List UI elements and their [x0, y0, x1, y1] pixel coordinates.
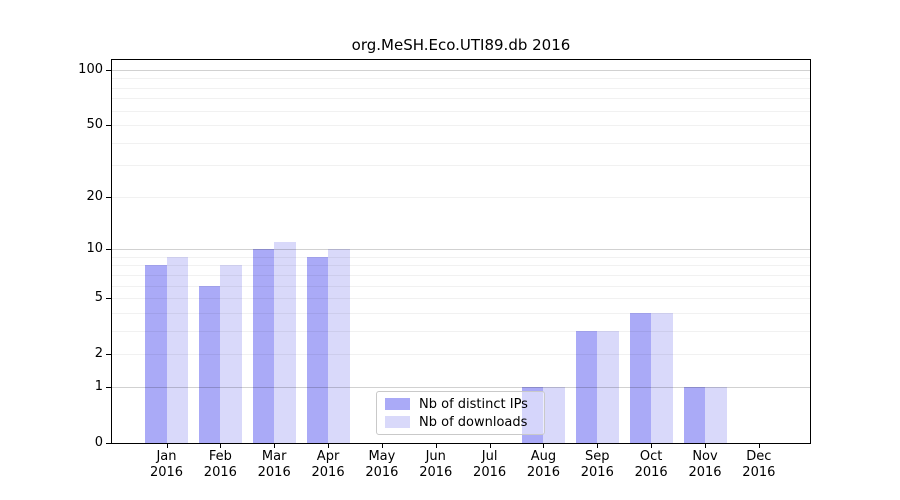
gridline-y-2 — [112, 354, 810, 356]
y-tick-mark-1 — [106, 386, 111, 388]
x-tick-mark-oct — [651, 444, 653, 448]
gridline-y-100 — [112, 70, 810, 71]
x-tick-mark-jul — [489, 444, 491, 448]
gridline-y-7 — [112, 274, 810, 276]
x-tick-label-jul: Jul 2016 — [473, 449, 507, 480]
legend-item-downloads: Nb of downloads — [385, 415, 536, 430]
y-tick-label-50: 50 — [86, 117, 103, 133]
gridline-y-70 — [112, 98, 810, 100]
bar-jan-nb-of-distinct-ips — [145, 265, 167, 443]
y-tick-mark-100 — [106, 70, 111, 71]
gridline-y-50 — [112, 125, 810, 127]
bar-jan-nb-of-downloads — [166, 256, 188, 443]
y-tick-mark-10 — [106, 249, 111, 251]
gridline-y-1 — [112, 386, 810, 388]
x-tick-label-may: May 2016 — [365, 449, 399, 480]
x-tick-mark-aug — [543, 444, 545, 448]
bar-oct-nb-of-downloads — [651, 312, 673, 443]
x-tick-label-oct: Oct 2016 — [634, 449, 668, 480]
x-tick-mark-dec — [758, 444, 760, 448]
bar-nov-nb-of-downloads — [705, 386, 727, 443]
bar-feb-nb-of-downloads — [220, 265, 242, 443]
bar-nov-nb-of-distinct-ips — [683, 386, 705, 443]
bar-sep-nb-of-distinct-ips — [575, 330, 598, 443]
x-tick-label-jan: Jan 2016 — [149, 449, 184, 480]
x-tick-label-apr: Apr 2016 — [311, 449, 345, 480]
x-tick-label-mar: Mar 2016 — [257, 449, 291, 480]
legend: Nb of distinct IPs Nb of downloads — [376, 391, 545, 435]
gridline-y-6 — [112, 285, 810, 287]
legend-swatch-downloads — [385, 416, 410, 428]
gridline-y-30 — [112, 165, 810, 167]
legend-item-distinct-ips: Nb of distinct IPs — [385, 397, 536, 412]
gridline-y-60 — [112, 110, 810, 112]
x-tick-label-nov: Nov 2016 — [688, 449, 722, 480]
legend-swatch-distinct-ips — [385, 398, 410, 410]
y-tick-label-2: 2 — [94, 346, 103, 362]
chart-title: org.MeSH.Eco.UTI89.db 2016 — [351, 36, 571, 54]
legend-label-distinct-ips: Nb of distinct IPs — [419, 396, 528, 412]
y-tick-mark-0 — [106, 443, 111, 444]
y-tick-label-20: 20 — [86, 188, 103, 204]
gridline-y-3 — [112, 330, 810, 332]
x-tick-label-jun: Jun 2016 — [419, 449, 453, 480]
x-tick-label-aug: Aug 2016 — [526, 449, 560, 480]
bar-mar-nb-of-downloads — [274, 242, 296, 443]
bar-sep-nb-of-downloads — [597, 330, 619, 443]
y-tick-label-5: 5 — [94, 290, 103, 306]
gridline-y-9 — [112, 256, 810, 258]
x-tick-label-sep: Sep 2016 — [580, 449, 614, 480]
bar-apr-nb-of-distinct-ips — [306, 256, 329, 443]
plot-area: Nb of distinct IPs Nb of downloads — [111, 59, 811, 444]
x-tick-mark-may — [381, 444, 383, 448]
x-tick-mark-jun — [435, 444, 437, 448]
bar-feb-nb-of-distinct-ips — [198, 285, 221, 443]
gridline-y-8 — [112, 265, 810, 267]
x-tick-label-feb: Feb 2016 — [203, 449, 237, 480]
gridline-y-10 — [112, 249, 810, 251]
x-tick-mark-nov — [705, 444, 706, 448]
x-tick-mark-apr — [328, 444, 330, 448]
gridline-y-90 — [112, 78, 810, 80]
x-tick-mark-jan — [166, 444, 168, 448]
bar-oct-nb-of-distinct-ips — [629, 312, 652, 443]
y-tick-label-100: 100 — [78, 62, 103, 77]
bar-aug-nb-of-downloads — [543, 386, 565, 443]
gridline-y-40 — [112, 142, 810, 144]
bar-mar-nb-of-distinct-ips — [252, 249, 275, 443]
y-tick-mark-50 — [106, 125, 111, 127]
x-tick-label-dec: Dec 2016 — [742, 449, 776, 480]
y-tick-mark-2 — [106, 354, 111, 356]
y-tick-label-10: 10 — [86, 241, 103, 257]
gridline-y-20 — [112, 196, 810, 198]
y-tick-label-0: 0 — [94, 435, 103, 450]
y-tick-label-1: 1 — [94, 378, 103, 394]
y-tick-mark-5 — [106, 298, 111, 300]
x-tick-mark-mar — [274, 444, 276, 448]
bar-apr-nb-of-downloads — [328, 249, 350, 443]
y-tick-mark-20 — [106, 196, 111, 198]
gridline-y-4 — [112, 312, 810, 314]
gridline-y-80 — [112, 87, 810, 89]
x-tick-mark-feb — [220, 444, 222, 448]
x-tick-mark-sep — [597, 444, 599, 448]
gridline-y-5 — [112, 298, 810, 300]
legend-label-downloads: Nb of downloads — [419, 414, 528, 430]
